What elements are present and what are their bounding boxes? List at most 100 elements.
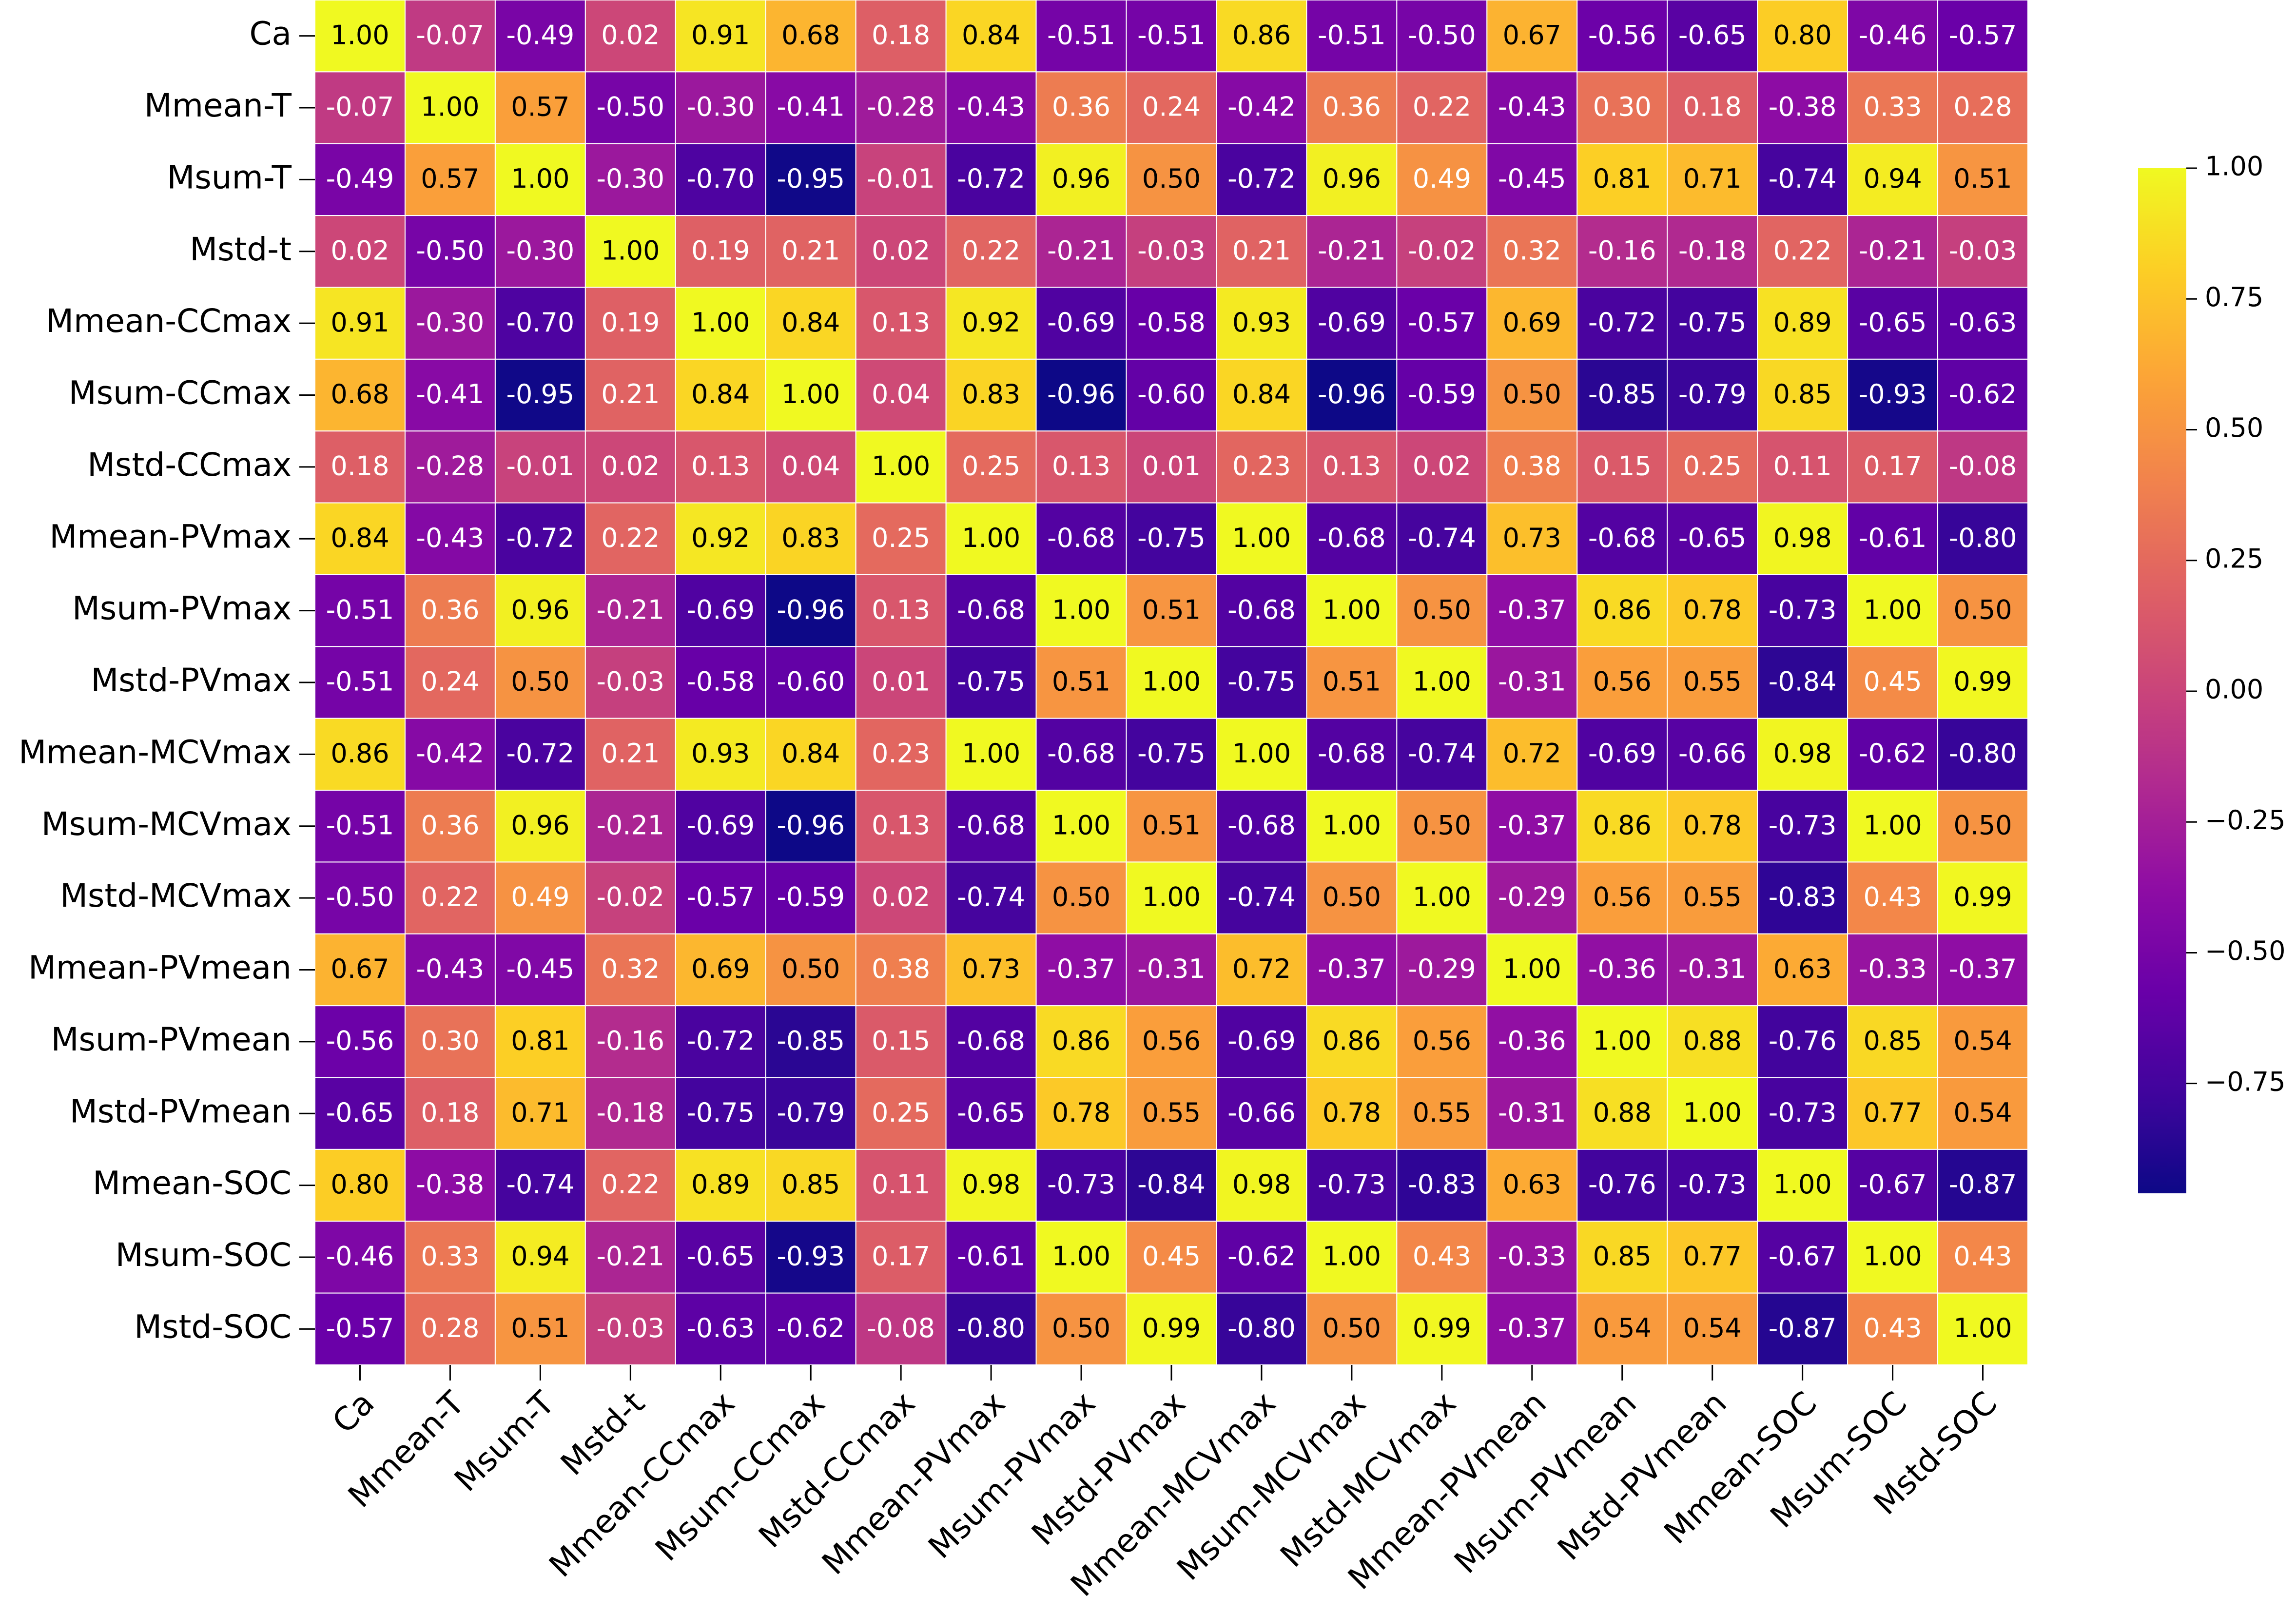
heatmap-cell	[494, 1221, 586, 1294]
heatmap-cell	[765, 1148, 856, 1222]
heatmap-cell	[1576, 646, 1668, 719]
heatmap-cell	[1667, 143, 1758, 216]
cell-value-label: -0.68	[1047, 738, 1115, 769]
heatmap-cell	[945, 71, 1037, 144]
heatmap-cell	[1396, 646, 1488, 719]
heatmap-cell	[1035, 215, 1127, 288]
heatmap-cell	[1667, 1077, 1758, 1150]
cell-value-label: -0.21	[596, 810, 664, 840]
cell-value-label: -0.36	[1588, 953, 1656, 984]
cell-value-label: 0.28	[421, 1313, 479, 1343]
cell-value-label: -0.03	[596, 666, 664, 697]
cell-value-label: -0.07	[326, 92, 394, 122]
cell-value-label: 0.86	[331, 738, 389, 769]
heatmap-cell	[1937, 1148, 2029, 1222]
cell-value-label: 1.00	[1953, 1313, 2012, 1343]
cell-value-label: -0.65	[1859, 307, 1927, 338]
cell-value-label: -0.45	[1498, 163, 1566, 194]
heatmap-cell	[855, 718, 947, 791]
heatmap-cell	[1486, 0, 1578, 73]
cell-value-label: -0.03	[1137, 235, 1206, 266]
heatmap-cell	[1306, 933, 1398, 1007]
cell-value-label: -0.42	[416, 738, 485, 769]
heatmap-cell	[1396, 502, 1488, 575]
heatmap-cell	[584, 430, 676, 504]
cell-value-label: -0.68	[1318, 738, 1386, 769]
cell-value-label: 0.88	[1683, 1025, 1742, 1056]
cell-value-label: 0.57	[421, 163, 479, 194]
cell-value-label: -0.60	[1137, 379, 1206, 409]
cell-value-label: -0.61	[957, 1241, 1025, 1272]
heatmap-cell	[404, 143, 496, 216]
cell-value-label: -0.72	[1227, 163, 1296, 194]
y-tick-label: Mmean-CCmax	[46, 302, 292, 340]
heatmap-cell	[1576, 790, 1668, 863]
cell-value-label: 0.93	[1232, 307, 1291, 338]
cell-value-label: -0.45	[506, 953, 575, 984]
cell-value-label: 0.50	[1413, 810, 1471, 840]
heatmap-cell	[1847, 143, 1939, 216]
cell-value-label: -0.75	[1678, 307, 1747, 338]
heatmap-cell	[1396, 143, 1488, 216]
heatmap-cell	[1937, 646, 2029, 719]
heatmap-cell	[314, 0, 406, 73]
y-tick-label: Mstd-CCmax	[87, 446, 292, 484]
cell-value-label: 1.00	[781, 379, 840, 409]
cell-value-label: 0.86	[1593, 594, 1652, 625]
heatmap-cell	[1757, 1292, 1848, 1366]
cell-value-label: 0.13	[1323, 451, 1381, 482]
heatmap-cell	[675, 71, 766, 144]
cell-value-label: 1.00	[962, 523, 1020, 553]
heatmap-cell	[1757, 1005, 1848, 1078]
heatmap-cell	[945, 1221, 1037, 1294]
cell-value-label: -0.83	[1408, 1169, 1476, 1200]
heatmap-cell	[494, 0, 586, 73]
cell-value-label: 0.50	[1052, 1313, 1110, 1343]
cell-value-label: 0.51	[1323, 666, 1381, 697]
heatmap-cell	[1126, 1292, 1217, 1366]
heatmap-cell	[1396, 287, 1488, 360]
cell-value-label: 0.56	[1593, 666, 1652, 697]
cell-value-label: -0.51	[1047, 19, 1115, 50]
cell-value-label: -0.02	[596, 882, 664, 913]
heatmap-cell	[675, 287, 766, 360]
cell-value-label: -0.37	[1498, 1313, 1566, 1343]
heatmap-cell	[1396, 1292, 1488, 1366]
cell-value-label: 1.00	[1413, 882, 1471, 913]
cell-value-label: -0.80	[957, 1313, 1025, 1343]
cell-value-label: 0.02	[601, 451, 660, 482]
cell-value-label: -0.46	[326, 1241, 394, 1272]
cell-value-label: 0.96	[1323, 163, 1381, 194]
heatmap-cell	[675, 1221, 766, 1294]
cell-value-label: 1.00	[1863, 1241, 1922, 1272]
heatmap-cell	[1216, 574, 1307, 647]
cell-value-label: 0.78	[1323, 1097, 1381, 1128]
heatmap-cell	[1667, 718, 1758, 791]
cell-value-label: 0.32	[601, 953, 660, 984]
heatmap-cell	[1667, 430, 1758, 504]
cell-value-label: 0.49	[1413, 163, 1471, 194]
heatmap-cell	[1757, 215, 1848, 288]
heatmap-cell	[1035, 1005, 1127, 1078]
cell-value-label: -0.69	[1047, 307, 1115, 338]
cell-value-label: -0.38	[416, 1169, 485, 1200]
heatmap-cell	[1576, 287, 1668, 360]
cell-value-label: -0.07	[416, 19, 485, 50]
heatmap-cell	[1847, 358, 1939, 432]
heatmap-cell	[584, 933, 676, 1007]
cell-value-label: 0.50	[1052, 882, 1110, 913]
cell-value-label: 0.68	[331, 379, 389, 409]
cell-value-label: -0.72	[1588, 307, 1656, 338]
heatmap-cell	[1937, 143, 2029, 216]
y-tick-label: Mmean-T	[144, 87, 292, 124]
heatmap-cell	[314, 358, 406, 432]
heatmap-cell	[1937, 718, 2029, 791]
cell-value-label: 0.22	[421, 882, 479, 913]
cell-value-label: 0.21	[601, 738, 660, 769]
heatmap-cell	[1757, 502, 1848, 575]
cell-value-label: -0.62	[1949, 379, 2017, 409]
heatmap-cell	[314, 1292, 406, 1366]
heatmap-cell	[1576, 1221, 1668, 1294]
heatmap-cell	[494, 143, 586, 216]
heatmap-cell	[675, 1077, 766, 1150]
